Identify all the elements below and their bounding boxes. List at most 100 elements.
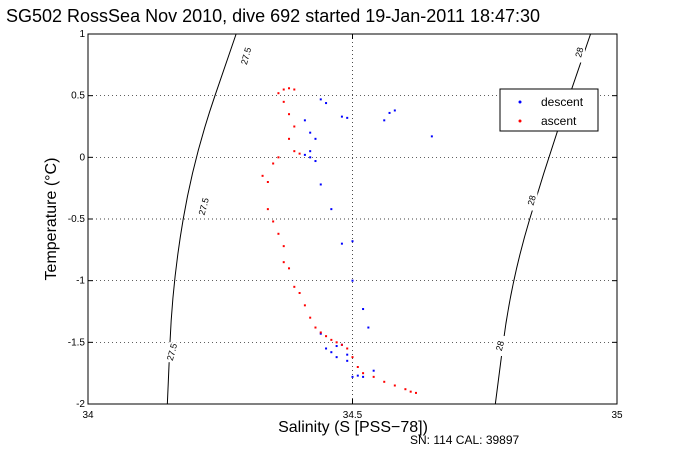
y-tick-label: -0.5 — [68, 214, 86, 225]
contour-label-bg — [495, 336, 506, 357]
ascent-point — [383, 380, 386, 383]
descent-point — [346, 116, 349, 119]
contour-label-bg — [167, 342, 178, 363]
legend-label-descent: descent — [541, 95, 584, 109]
ascent-point — [266, 208, 269, 211]
footer-caption: SN: 114 CAL: 39897 — [410, 433, 520, 447]
ascent-point — [409, 390, 412, 393]
y-tick-label: 0.5 — [71, 91, 85, 102]
ascent-point — [362, 372, 365, 375]
ascent-point — [298, 292, 301, 294]
ascent-point — [372, 375, 375, 378]
descent-point — [335, 345, 338, 348]
ascent-point — [351, 356, 354, 359]
contour-label-bg — [241, 46, 252, 67]
ascent-point — [414, 391, 417, 394]
chart-title: SG502 RossSea Nov 2010, dive 692 started… — [6, 6, 540, 26]
series-descent — [303, 98, 433, 378]
ascent-point — [293, 88, 296, 91]
y-tick-label: 1 — [79, 29, 85, 40]
descent-point — [340, 242, 343, 245]
ascent-point — [266, 181, 269, 183]
contour-label: 27.5 — [197, 197, 211, 217]
ascent-point — [277, 232, 280, 235]
contour-label-bg — [527, 190, 538, 211]
y-tick-label: -1.5 — [68, 337, 86, 348]
descent-point — [319, 332, 322, 335]
ascent-point — [335, 341, 338, 344]
descent-point — [330, 208, 333, 211]
y-tick-label: 0 — [79, 152, 85, 163]
ascent-point — [288, 267, 291, 270]
descent-point — [303, 119, 306, 122]
descent-point — [383, 119, 386, 122]
ascent-point — [288, 87, 291, 90]
ascent-point — [293, 125, 296, 128]
y-tick-label: -2 — [76, 399, 85, 410]
ascent-point — [303, 304, 306, 307]
ascent-point — [340, 343, 343, 346]
ascent-point — [272, 220, 275, 223]
contour-label: 27.5 — [165, 342, 179, 362]
descent-point — [393, 109, 396, 112]
descent-point — [430, 135, 433, 138]
axis-ticks: 34 34.5 35 -2 -1.5 -1 -0.5 0 0.5 1 — [68, 29, 623, 421]
series-ascent — [261, 87, 417, 394]
contour-label: 28 — [573, 46, 585, 58]
descent-point — [309, 131, 312, 134]
descent-point — [325, 347, 328, 350]
ascent-point — [314, 326, 317, 329]
descent-point — [351, 240, 354, 243]
descent-point — [340, 115, 343, 118]
descent-point — [309, 150, 312, 153]
ascent-point — [309, 316, 312, 319]
descent-point — [309, 156, 312, 159]
descent-point — [314, 160, 317, 163]
ascent-point — [404, 388, 407, 391]
ascent-point — [282, 100, 285, 103]
x-tick-label: 34 — [82, 410, 94, 421]
descent-point — [351, 375, 354, 378]
descent-point — [303, 153, 306, 156]
descent-point — [346, 359, 349, 362]
ascent-point — [277, 92, 280, 95]
ascent-point — [298, 152, 301, 155]
contour-label: 27.5 — [239, 46, 253, 66]
descent-point — [330, 351, 333, 354]
contour-label: 28 — [526, 194, 538, 206]
legend-marker-descent — [518, 100, 522, 104]
x-tick-label: 35 — [611, 410, 623, 421]
descent-point — [335, 356, 338, 359]
legend-box — [499, 88, 599, 132]
ascent-point — [356, 366, 359, 368]
descent-point — [362, 308, 365, 311]
ascent-point — [293, 285, 296, 288]
descent-point — [367, 326, 370, 329]
x-tick-label: 34.5 — [343, 410, 363, 421]
ascent-point — [277, 156, 280, 159]
descent-point — [319, 183, 322, 186]
legend: descent ascent — [499, 88, 599, 132]
descent-point — [372, 369, 375, 372]
density-contours: 27.5 27.5 27.5 28 28 28 — [165, 33, 592, 405]
x-axis-label: Salinity (S [PSS−78]) — [278, 419, 428, 436]
legend-label-ascent: ascent — [541, 114, 577, 128]
descent-point — [314, 137, 317, 140]
ascent-point — [393, 384, 396, 387]
contour-label: 28 — [494, 340, 506, 352]
ascent-point — [288, 137, 291, 140]
y-axis-label: Temperature (°C) — [43, 158, 60, 281]
descent-point — [388, 111, 391, 114]
descent-point — [346, 353, 349, 356]
ascent-point — [272, 162, 275, 165]
ascent-point — [293, 150, 296, 153]
ascent-point — [325, 335, 328, 338]
y-tick-label: -1 — [76, 276, 85, 287]
contour-label-bg — [199, 196, 210, 217]
ascent-point — [282, 245, 285, 248]
ascent-point — [330, 338, 333, 341]
contour-line — [166, 33, 237, 405]
contour-label-bg — [574, 42, 585, 63]
ascent-point — [346, 347, 349, 350]
